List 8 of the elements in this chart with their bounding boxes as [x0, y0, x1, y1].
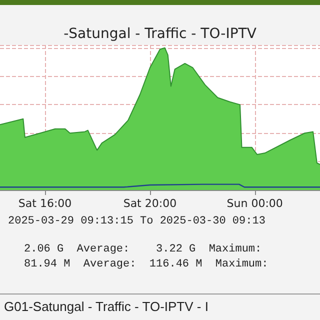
x-tick-label: Sat 16:00 — [18, 197, 72, 210]
text: 2025-03-29 09:13:15 To 2025-03-30 09:13 — [8, 216, 266, 228]
text: 2.06 G Average: 3.22 G Maximum: — [24, 244, 262, 256]
text: 81.94 M Average: 116.46 M Maximum: — [24, 258, 268, 270]
chart-title: -Satungal - Traffic - TO-IPTV — [64, 26, 257, 42]
x-tick-label: Sat 20:00 — [123, 197, 177, 210]
text: G01-Satungal - Traffic - TO-IPTV - I — [4, 299, 208, 314]
x-tick-label: Sun 00:00 — [226, 197, 283, 210]
